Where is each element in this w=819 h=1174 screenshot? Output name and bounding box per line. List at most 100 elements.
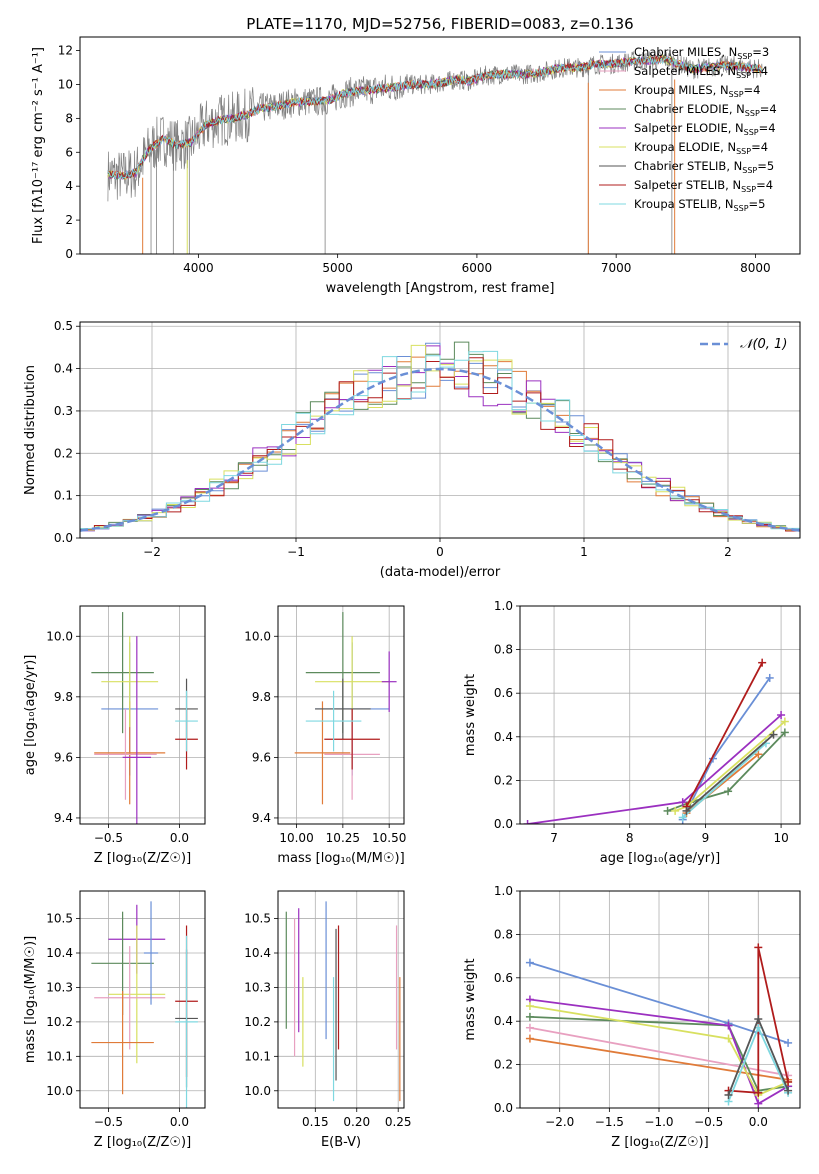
y-tick-label: 4 xyxy=(65,179,73,193)
x-axis-label: mass [log₁₀(M/M☉)] xyxy=(277,851,404,866)
x-tick-label: −0.5 xyxy=(694,1115,723,1129)
legend-entry: Chabrier ELODIE, NSSP=4 xyxy=(634,102,777,118)
x-axis-label: age [log₁₀(age/yr)] xyxy=(600,851,721,866)
x-tick-label: 0.0 xyxy=(749,1115,768,1129)
y-tick-label: 0.5 xyxy=(54,319,73,333)
y-tick-label: 10.1 xyxy=(46,1049,73,1063)
y-tick-label: 0.1 xyxy=(54,489,73,503)
y-tick-label: 10.4 xyxy=(244,946,271,960)
y-tick-label: 10.2 xyxy=(244,1015,271,1029)
y-tick-label: 0.4 xyxy=(54,362,73,376)
y-tick-label: 10.0 xyxy=(46,1084,73,1098)
y-tick-label: 8 xyxy=(65,111,73,125)
y-tick-label: 10.1 xyxy=(244,1049,271,1063)
panel-residuals: −2 −1 0 1 2 0.0 0.1 0.2 0.3 0.4 0.5 (data-model)/er… xyxy=(23,319,801,580)
y-tick-label: 10.5 xyxy=(46,912,73,926)
y-tick-label: 9.4 xyxy=(54,811,73,825)
x-tick-label: 5000 xyxy=(322,261,353,275)
legend-entry: Kroupa MILES, NSSP=4 xyxy=(634,83,760,99)
line-plot-area xyxy=(523,658,789,824)
y-tick-label: 10.4 xyxy=(46,946,73,960)
errorbar-plot-area xyxy=(285,901,401,1102)
y-axis-label: Normed distribution xyxy=(23,365,38,495)
y-tick-label: 0.3 xyxy=(54,404,73,418)
panel-mass-vs-Z: −0.5 0.0 10.0 10.1 10.2 10.3 10.4 10.5 Z [log₁₀(… xyxy=(23,890,206,1150)
y-tick-label: 10.5 xyxy=(244,912,271,926)
axes-frame xyxy=(79,321,801,539)
series-line xyxy=(685,662,763,808)
y-axis-label: mass [log₁₀(M/M☉)] xyxy=(23,936,38,1063)
figure-title: PLATE=1170, MJD=52756, FIBERID=0083, z=0… xyxy=(246,15,633,33)
x-tick-label: −1 xyxy=(287,545,305,559)
y-tick-label: 9.8 xyxy=(252,690,271,704)
y-tick-label: 10.0 xyxy=(244,1084,271,1098)
y-tick-label: 0.0 xyxy=(54,531,73,545)
x-tick-label: −2 xyxy=(143,545,161,559)
y-tick-label: 0.2 xyxy=(494,1058,513,1072)
y-tick-label: 1.0 xyxy=(494,884,513,898)
panel-mass-vs-ebv: 0.15 0.20 0.25 10.0 10.1 10.2 10.3 10.4 10.5 E(B-… xyxy=(244,890,412,1150)
y-tick-label: 10.3 xyxy=(244,980,271,994)
legend-entry: Salpeter STELIB, NSSP=4 xyxy=(634,178,773,194)
y-tick-label: 0.4 xyxy=(494,730,513,744)
series-line xyxy=(682,742,767,819)
x-axis-label: Z [log₁₀(Z/Z☉)] xyxy=(611,1135,708,1150)
histogram-step xyxy=(80,350,800,538)
x-tick-label: 10.25 xyxy=(326,831,360,845)
axes-frame xyxy=(277,890,405,1109)
y-tick-label: 9.6 xyxy=(252,750,271,764)
x-axis-label: Z [log₁₀(Z/Z☉)] xyxy=(94,1135,191,1150)
y-tick-label: 9.4 xyxy=(252,811,271,825)
x-tick-label: 6000 xyxy=(462,261,493,275)
y-tick-label: 0.6 xyxy=(494,686,513,700)
x-tick-label: 1 xyxy=(580,545,588,559)
x-tick-label: 0.0 xyxy=(170,1115,189,1129)
series-line xyxy=(667,731,786,812)
y-tick-label: 9.6 xyxy=(54,750,73,764)
y-tick-label: 10 xyxy=(58,77,73,91)
errorbar-plot-area xyxy=(91,612,198,824)
model-spectrum-line xyxy=(107,54,762,180)
spectrum-legend: Chabrier MILES, NSSP=3 Salpeter MILES, NS… xyxy=(599,45,777,213)
y-tick-label: 0.8 xyxy=(494,643,513,657)
y-axis-label: age [log₁₀(age/yr)] xyxy=(23,655,38,776)
panel-spectrum: 4000 5000 6000 7000 8000 0 2 4 6 8 10 12 wavelength … xyxy=(31,36,801,296)
x-tick-label: 9 xyxy=(702,831,710,845)
spectrum-plot-area xyxy=(107,50,763,254)
x-axis-label: E(B-V) xyxy=(321,1135,361,1150)
axes-frame xyxy=(79,890,206,1109)
legend-entry: Kroupa ELODIE, NSSP=4 xyxy=(634,140,768,156)
y-tick-label: 0.6 xyxy=(494,971,513,985)
panel-massweight-vs-age: 7 8 9 10 0.0 0.2 0.4 0.6 0.8 1.0 age [log₁₀(age/yr… xyxy=(463,599,801,866)
y-axis-label: mass weight xyxy=(463,674,478,756)
y-tick-label: 0.0 xyxy=(494,1101,513,1115)
x-tick-label: 10.50 xyxy=(372,831,406,845)
histogram-plot-area xyxy=(80,341,800,538)
y-tick-label: 12 xyxy=(58,44,73,58)
y-tick-label: 6 xyxy=(65,145,73,159)
x-tick-label: −2.0 xyxy=(545,1115,574,1129)
x-tick-label: 4000 xyxy=(183,261,214,275)
x-tick-label: −1.5 xyxy=(595,1115,624,1129)
series-line xyxy=(529,1037,789,1081)
y-tick-label: 0.8 xyxy=(494,927,513,941)
y-tick-label: 10.3 xyxy=(46,980,73,994)
panel-age-vs-Z: −0.5 0.0 9.4 9.6 9.8 10.0 Z [log₁₀(Z/Z☉)] age [… xyxy=(23,605,206,866)
x-tick-label: 0 xyxy=(436,545,444,559)
y-tick-label: 1.0 xyxy=(494,599,513,613)
errorbar-plot-area xyxy=(294,612,397,805)
histogram-step xyxy=(80,345,800,538)
x-tick-label: 0.20 xyxy=(343,1115,370,1129)
legend-entry: Salpeter ELODIE, NSSP=4 xyxy=(634,121,776,137)
panel-age-vs-mass: 10.00 10.25 10.50 9.4 9.6 9.8 10.0 mass [log₁₀(… xyxy=(244,605,406,866)
x-tick-label: 0.0 xyxy=(170,831,189,845)
x-tick-label: 8 xyxy=(626,831,634,845)
x-tick-label: 0.15 xyxy=(302,1115,329,1129)
x-axis-label: Z [log₁₀(Z/Z☉)] xyxy=(94,851,191,866)
axes-frame xyxy=(277,605,405,825)
y-tick-label: 0.0 xyxy=(494,817,513,831)
series-line xyxy=(527,714,782,824)
y-tick-label: 0.2 xyxy=(54,446,73,460)
x-tick-label: 2 xyxy=(724,545,732,559)
